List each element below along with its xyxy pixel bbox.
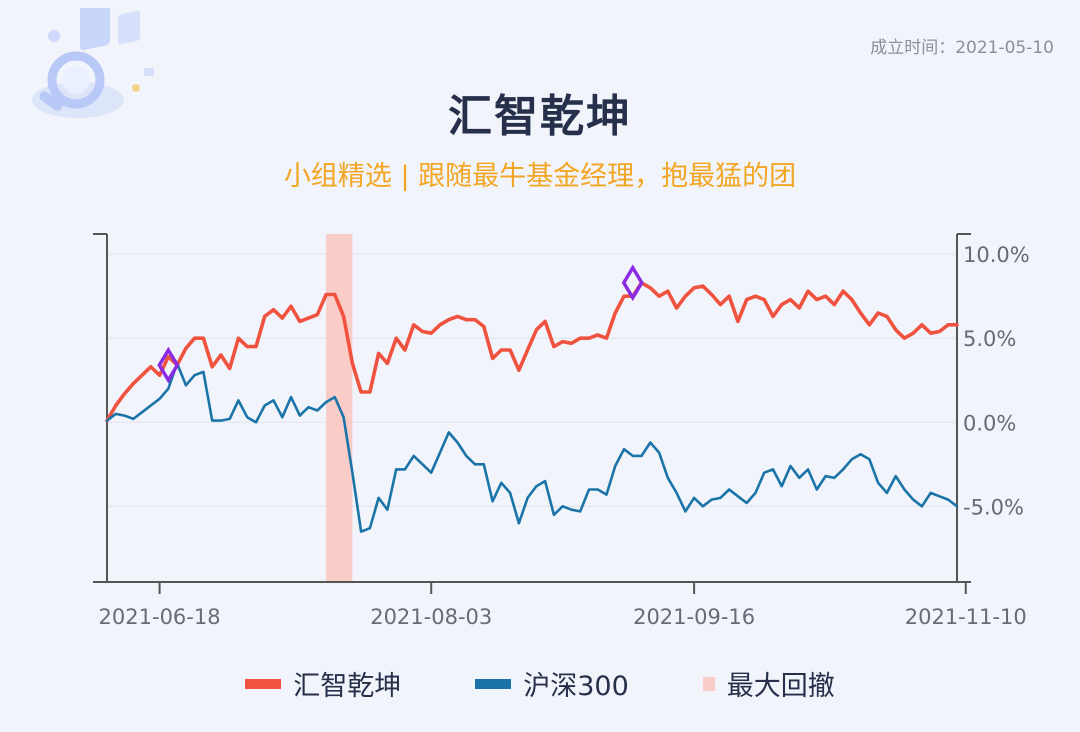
legend-label-index: 沪深300 [523, 671, 629, 702]
page-subtitle: 小组精选 | 跟随最牛基金经理，抱最猛的团 [283, 161, 797, 192]
x-tick-label-1: 2021-08-03 [370, 605, 492, 629]
y-tick-label-1: 5.0% [963, 327, 1016, 351]
legend-item-index: 沪深300 [475, 664, 629, 703]
series-line-fund [105, 280, 959, 423]
diamond-marker-icon [621, 264, 644, 302]
legend-label-drawdown: 最大回撤 [726, 671, 835, 702]
legend-item-drawdown: 最大回撤 [702, 664, 835, 703]
legend-label-fund: 汇智乾坤 [293, 671, 402, 702]
y-tick-label-0: 10.0% [963, 243, 1030, 267]
magnifier-illustration-icon [32, 8, 154, 118]
series-line-index [105, 362, 959, 533]
legend-swatch-drawdown [702, 676, 715, 691]
legend-item-fund: 汇智乾坤 [245, 664, 401, 703]
x-tick-label-3: 2021-11-10 [905, 605, 1027, 629]
chart-legend: 汇智乾坤 沪深300 最大回撤 [0, 664, 1080, 703]
x-tick-label-2: 2021-09-16 [633, 605, 755, 629]
x-tick-label-0: 2021-06-18 [99, 605, 221, 629]
legend-swatch-index [475, 678, 512, 689]
diamond-marker-icon [157, 346, 180, 384]
page-title: 汇智乾坤 [448, 91, 632, 142]
y-tick-label-3: -5.0% [963, 495, 1024, 519]
y-tick-label-2: 0.0% [963, 411, 1016, 435]
legend-swatch-fund [245, 678, 282, 689]
founded-date: 成立时间：2021-05-10 [870, 38, 1054, 58]
